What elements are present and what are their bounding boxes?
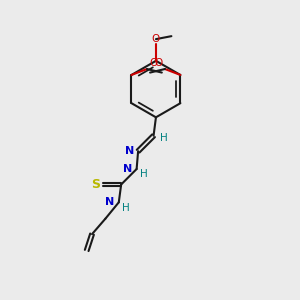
Text: S: S [92,178,100,191]
Text: H: H [140,169,147,179]
Text: O: O [154,58,163,68]
Text: O: O [152,34,160,44]
Text: H: H [160,133,168,143]
Text: N: N [123,164,133,174]
Text: N: N [125,146,134,156]
Text: O: O [149,58,158,68]
Text: H: H [122,203,130,213]
Text: N: N [105,197,115,207]
